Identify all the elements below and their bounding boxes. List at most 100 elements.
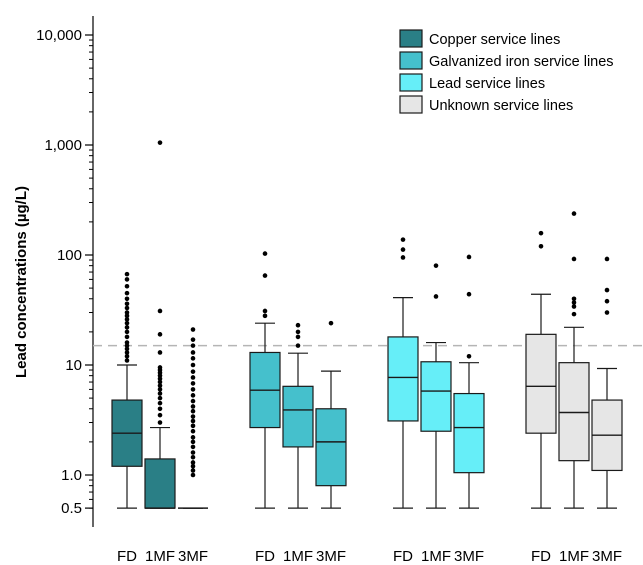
outlier-point: [190, 369, 196, 374]
outlier-point: [190, 428, 196, 434]
outlier-point: [328, 320, 334, 326]
box: [144, 458, 176, 509]
outlier-point: [157, 140, 163, 145]
x-category-label: FD: [255, 548, 275, 565]
outlier-point: [157, 350, 163, 355]
outlier-point: [466, 353, 472, 359]
legend-label: Unknown service lines: [429, 98, 573, 114]
outlier-point: [190, 423, 196, 429]
outlier-point: [190, 418, 196, 424]
outlier-point: [433, 294, 439, 299]
box-group: [387, 237, 485, 509]
y-tick-label: 1.0: [61, 467, 82, 484]
outlier-point: [190, 454, 196, 460]
outlier-point: [190, 435, 196, 440]
outlier-point: [190, 387, 196, 392]
y-axis-title: Lead concentrations (µg/L): [13, 186, 30, 378]
outlier-point: [190, 408, 196, 414]
outlier-point: [190, 468, 196, 473]
box: [315, 408, 347, 487]
outlier-point: [157, 379, 163, 385]
x-category-label: 1MF: [559, 548, 589, 565]
outlier-point: [124, 310, 130, 315]
x-category-label: FD: [393, 548, 413, 565]
outlier-point: [124, 277, 130, 282]
x-category-label: 3MF: [454, 548, 484, 565]
y-tick-label: 1,000: [44, 137, 82, 154]
outlier-point: [262, 273, 268, 278]
outlier-point: [190, 404, 196, 409]
legend-label: Copper service lines: [429, 32, 560, 48]
box: [525, 333, 557, 434]
legend-swatch: [399, 73, 423, 92]
outlier-point: [157, 395, 163, 401]
outlier-point: [262, 308, 268, 314]
y-tick-label: 10: [65, 357, 82, 374]
outlier-point: [124, 340, 130, 345]
outlier-point: [157, 406, 163, 412]
outlier-point: [190, 398, 196, 404]
y-tick-label: 10,000: [36, 27, 82, 44]
outlier-point: [190, 463, 196, 469]
legend: Copper service lines Galvanized iron serv…: [399, 29, 614, 114]
boxes-layer: [111, 140, 623, 509]
outlier-point: [157, 412, 163, 418]
outlier-point: [262, 251, 268, 256]
outlier-point: [124, 283, 130, 289]
x-axis-labels: FD 1MF 3MF FD 1MF 3MF FD 1MF 3MF FD 1MF 3MF: [117, 548, 622, 565]
legend-item: Unknown service lines: [399, 95, 573, 114]
outlier-point: [124, 305, 130, 311]
legend-swatch: [399, 95, 423, 114]
outlier-point: [190, 375, 196, 380]
outlier-point: [466, 254, 472, 260]
outlier-point: [433, 263, 439, 268]
legend-swatch: [399, 29, 423, 48]
outlier-point: [604, 298, 610, 304]
outlier-point: [124, 271, 130, 277]
outlier-point: [190, 356, 196, 361]
outlier-point: [157, 420, 163, 425]
outlier-point: [400, 255, 406, 260]
x-category-label: 3MF: [178, 548, 208, 565]
legend-label: Galvanized iron service lines: [429, 54, 614, 70]
box-group: [249, 251, 347, 509]
x-category-label: 3MF: [316, 548, 346, 565]
outlier-point: [190, 439, 196, 445]
outlier-point: [124, 320, 130, 326]
outlier-point: [295, 334, 301, 340]
box: [387, 336, 419, 422]
legend-label: Lead service lines: [429, 76, 545, 92]
outlier-point: [157, 308, 163, 314]
outlier-point: [190, 350, 196, 355]
outlier-point: [190, 414, 196, 419]
outlier-point: [124, 313, 130, 319]
outlier-point: [190, 343, 196, 348]
box: [420, 361, 452, 432]
outlier-point: [190, 327, 196, 332]
legend-item: Galvanized iron service lines: [399, 51, 614, 70]
outlier-point: [124, 346, 130, 352]
box: [558, 362, 590, 462]
outlier-point: [190, 472, 196, 478]
outlier-point: [124, 329, 130, 335]
box: [453, 392, 485, 474]
outlier-point: [124, 350, 130, 355]
outlier-point: [157, 332, 163, 337]
outlier-point: [124, 296, 130, 302]
outlier-point: [571, 296, 577, 302]
outlier-point: [571, 256, 577, 262]
outlier-point: [190, 337, 196, 342]
outlier-point: [571, 311, 577, 317]
outlier-point: [400, 237, 406, 242]
box: [282, 385, 314, 448]
outlier-point: [262, 313, 268, 319]
outlier-point: [124, 301, 130, 307]
outlier-point: [190, 381, 196, 386]
x-category-label: 3MF: [592, 548, 622, 565]
outlier-point: [295, 329, 301, 335]
outlier-point: [157, 383, 163, 388]
outlier-point: [124, 358, 130, 363]
outlier-point: [571, 211, 577, 216]
x-category-label: 1MF: [145, 548, 175, 565]
